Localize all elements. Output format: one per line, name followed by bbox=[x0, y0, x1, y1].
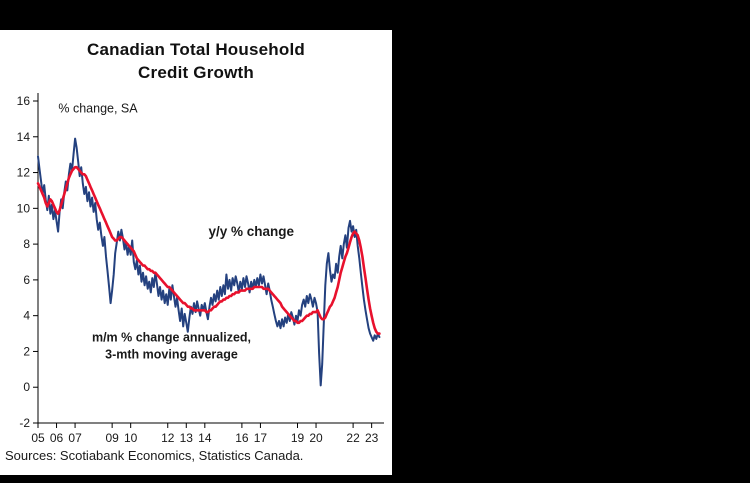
source-note: Sources: Scotiabank Economics, Statistic… bbox=[5, 447, 304, 463]
svg-text:10: 10 bbox=[17, 201, 31, 215]
svg-text:y/y % change: y/y % change bbox=[209, 224, 295, 239]
svg-text:16: 16 bbox=[17, 94, 31, 108]
svg-text:0: 0 bbox=[23, 380, 30, 394]
svg-text:14: 14 bbox=[198, 431, 212, 445]
svg-text:07: 07 bbox=[68, 431, 82, 445]
svg-text:06: 06 bbox=[50, 431, 64, 445]
chart-title: Canadian Total Household Credit Growth bbox=[0, 30, 392, 85]
svg-text:09: 09 bbox=[105, 431, 119, 445]
svg-text:2: 2 bbox=[23, 344, 30, 358]
svg-text:% change, SA: % change, SA bbox=[58, 101, 138, 115]
svg-text:20: 20 bbox=[309, 431, 323, 445]
chart-svg: -2 0 2 4 6 8 10 12 14 16 05 06 07 09 10 12 13 14 16 17 19 20 2… bbox=[17, 92, 384, 445]
svg-text:12: 12 bbox=[17, 165, 31, 179]
svg-text:14: 14 bbox=[17, 130, 31, 144]
svg-text:10: 10 bbox=[124, 431, 138, 445]
svg-text:8: 8 bbox=[23, 237, 30, 251]
svg-text:05: 05 bbox=[31, 431, 45, 445]
svg-text:22: 22 bbox=[346, 431, 360, 445]
svg-text:6: 6 bbox=[23, 273, 30, 287]
chart-panel: Canadian Total Household Credit Growth -… bbox=[0, 30, 392, 475]
svg-text:3-mth moving average: 3-mth moving average bbox=[105, 347, 238, 361]
svg-text:m/m % change annualized,: m/m % change annualized, bbox=[92, 330, 251, 344]
svg-text:4: 4 bbox=[23, 309, 30, 323]
svg-text:19: 19 bbox=[291, 431, 305, 445]
svg-text:16: 16 bbox=[235, 431, 249, 445]
chart-title-line1: Canadian Total Household bbox=[87, 40, 305, 59]
svg-text:17: 17 bbox=[254, 431, 268, 445]
chart-title-line2: Credit Growth bbox=[138, 62, 254, 82]
svg-text:13: 13 bbox=[180, 431, 194, 445]
svg-text:23: 23 bbox=[365, 431, 379, 445]
svg-text:12: 12 bbox=[161, 431, 175, 445]
svg-text:-2: -2 bbox=[19, 416, 30, 430]
